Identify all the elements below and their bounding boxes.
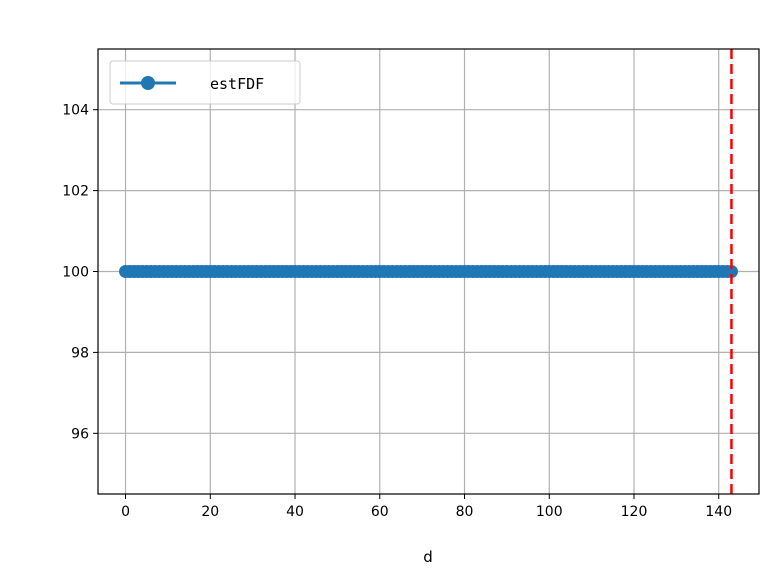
y-tick-label-98: 98 [71, 345, 89, 361]
legend: estFDF [109, 60, 301, 105]
y-tick-label-104: 104 [62, 103, 89, 119]
legend-label-estFDF: estFDF [210, 75, 264, 93]
y-tick-label-100: 100 [62, 265, 89, 281]
x-tick-label-140: 140 [705, 504, 732, 520]
x-tick-label-20: 20 [201, 504, 219, 520]
legend-marker-estFDF [141, 76, 155, 90]
x-tick-label-120: 120 [621, 504, 648, 520]
plot-area [119, 49, 738, 494]
y-tick-label-102: 102 [62, 184, 89, 200]
x-tick-label-80: 80 [456, 504, 474, 520]
ticks: 0 20 40 60 80 100 120 140 96 98 100 102 104 [62, 103, 732, 520]
x-axis-label: d [423, 548, 433, 566]
x-tick-label-0: 0 [121, 504, 130, 520]
series-markers-estFDF [119, 265, 738, 278]
x-tick-label-100: 100 [536, 504, 563, 520]
x-tick-label-60: 60 [371, 504, 389, 520]
data-point [724, 265, 738, 278]
legend-box [109, 60, 301, 105]
x-tick-label-40: 40 [286, 504, 304, 520]
y-tick-label-96: 96 [71, 426, 89, 442]
